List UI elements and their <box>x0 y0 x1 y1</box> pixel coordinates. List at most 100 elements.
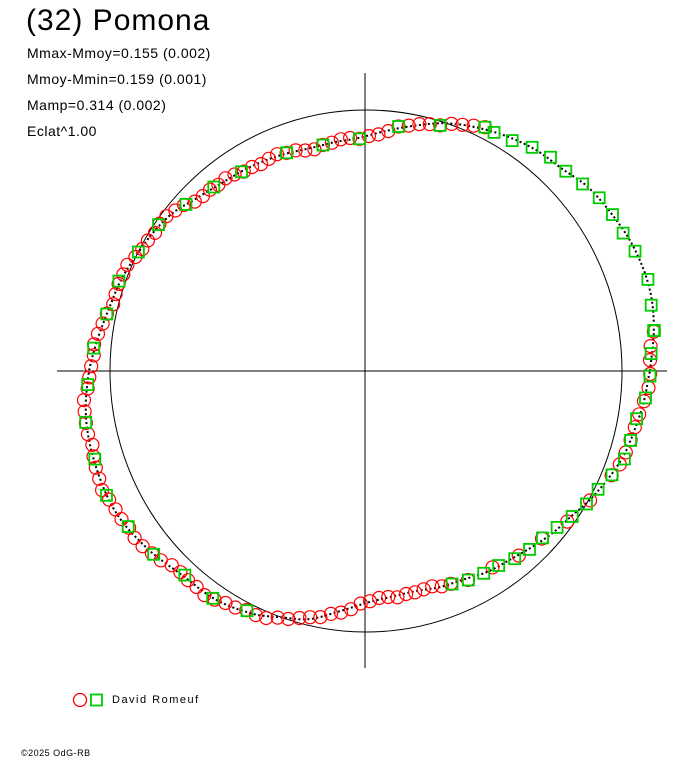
data-point-green-square <box>280 146 294 160</box>
data-point-green-square <box>591 482 605 496</box>
stat-eclat: Eclat^1.00 <box>27 123 97 139</box>
data-point-green-square <box>433 119 447 132</box>
data-point-red-circle <box>147 225 163 240</box>
data-point-green-square <box>639 391 652 405</box>
data-point-green-square <box>206 591 220 605</box>
data-point-red-circle <box>292 610 307 626</box>
data-point-green-square <box>525 140 539 154</box>
data-point-red-circle <box>159 209 174 224</box>
data-point-green-square <box>112 274 126 288</box>
data-point-green-square <box>559 164 573 178</box>
copyright-text: ©2025 OdG-RB <box>21 748 91 758</box>
data-point-green-square <box>478 120 492 134</box>
data-point-green-square <box>544 150 557 164</box>
data-point-green-square <box>179 197 193 211</box>
data-point-green-square <box>131 245 145 259</box>
data-point-red-circle <box>399 586 414 602</box>
data-point-red-circle <box>401 118 416 133</box>
data-point-red-circle <box>632 407 647 422</box>
data-point-red-circle <box>425 579 440 594</box>
data-point-green-square <box>316 138 330 152</box>
data-point-red-circle <box>127 530 142 546</box>
data-point-green-square <box>100 307 114 321</box>
data-point-red-circle <box>323 606 339 622</box>
data-point-red-circle <box>248 607 263 623</box>
data-point-red-circle <box>434 579 449 594</box>
data-point-red-circle <box>627 420 642 435</box>
data-point-red-circle <box>77 404 92 419</box>
legend-green-square-icon <box>90 693 103 707</box>
data-point-red-circle <box>333 132 348 147</box>
data-point-red-circle <box>187 194 202 209</box>
data-point-green-square <box>235 165 248 179</box>
data-point-green-square <box>461 573 475 587</box>
data-point-red-circle <box>259 610 274 626</box>
data-point-red-circle <box>92 471 107 486</box>
data-point-red-circle <box>82 370 97 385</box>
legend-markers <box>72 692 103 708</box>
data-point-red-circle <box>353 596 368 611</box>
data-point-red-circle <box>343 130 358 146</box>
data-point-green-square <box>644 298 658 312</box>
data-point-red-circle <box>288 143 303 158</box>
data-point-green-square <box>605 468 619 482</box>
data-point-green-square <box>630 412 643 426</box>
data-point-green-square <box>550 521 564 534</box>
data-point-green-square <box>87 341 101 355</box>
data-point-red-circle <box>86 348 101 363</box>
data-point-red-circle <box>76 393 92 408</box>
data-point-red-circle <box>270 610 285 625</box>
data-point-red-circle <box>211 177 226 192</box>
data-point-red-circle <box>362 594 378 609</box>
legend-observer-label: David Romeuf <box>112 694 200 706</box>
data-point-green-square <box>523 543 536 556</box>
data-point-red-circle <box>197 587 212 603</box>
stats-block: Mmax-Mmoy=0.155 (0.002) Mmoy-Mmin=0.159 … <box>27 40 211 144</box>
data-point-red-circle <box>298 143 313 158</box>
data-point-green-square <box>353 132 366 146</box>
data-point-green-square <box>647 324 661 338</box>
data-point-red-circle <box>90 326 106 341</box>
data-point-red-circle <box>189 579 204 595</box>
data-point-green-square <box>641 272 655 286</box>
data-point-green-square <box>628 244 642 258</box>
data-point-green-square <box>79 415 93 429</box>
legend-red-circle-icon <box>72 692 88 708</box>
data-point-red-circle <box>313 609 328 625</box>
page-title: (32) Pomona <box>26 4 211 37</box>
data-point-red-circle <box>108 502 123 517</box>
data-point-red-circle <box>361 129 376 144</box>
data-point-green-square <box>576 177 589 191</box>
data-point-green-square <box>240 604 254 618</box>
data-point-green-square <box>81 378 95 392</box>
data-point-green-square <box>477 566 491 580</box>
data-point-red-circle <box>307 142 322 157</box>
stat-mmax-mmoy: Mmax-Mmoy=0.155 (0.002) <box>27 45 211 61</box>
data-point-red-circle <box>114 511 129 527</box>
data-point-green-square <box>508 552 522 566</box>
data-point-red-circle <box>391 119 406 134</box>
data-point-red-circle <box>324 135 339 150</box>
data-point-red-circle <box>85 437 100 452</box>
data-point-red-circle <box>416 582 431 597</box>
data-point-green-square <box>147 547 161 561</box>
data-point-red-circle <box>101 492 117 507</box>
data-point-red-circle <box>455 117 470 132</box>
data-point-red-circle <box>227 167 242 182</box>
data-point-green-square <box>152 218 165 232</box>
data-point-red-circle <box>135 539 150 554</box>
data-point-red-circle <box>371 127 386 142</box>
data-point-green-square <box>100 488 113 502</box>
data-point-red-circle <box>164 558 179 573</box>
data-point-green-square <box>536 531 549 545</box>
data-point-red-circle <box>582 493 598 508</box>
data-point-red-circle <box>279 145 294 160</box>
data-point-green-square <box>505 134 519 148</box>
data-point-green-square <box>178 568 192 582</box>
data-point-green-square <box>580 497 593 511</box>
data-point-red-circle <box>303 610 318 625</box>
data-point-green-square <box>445 577 459 591</box>
stat-mmoy-mmin: Mmoy-Mmin=0.159 (0.001) <box>27 71 207 87</box>
